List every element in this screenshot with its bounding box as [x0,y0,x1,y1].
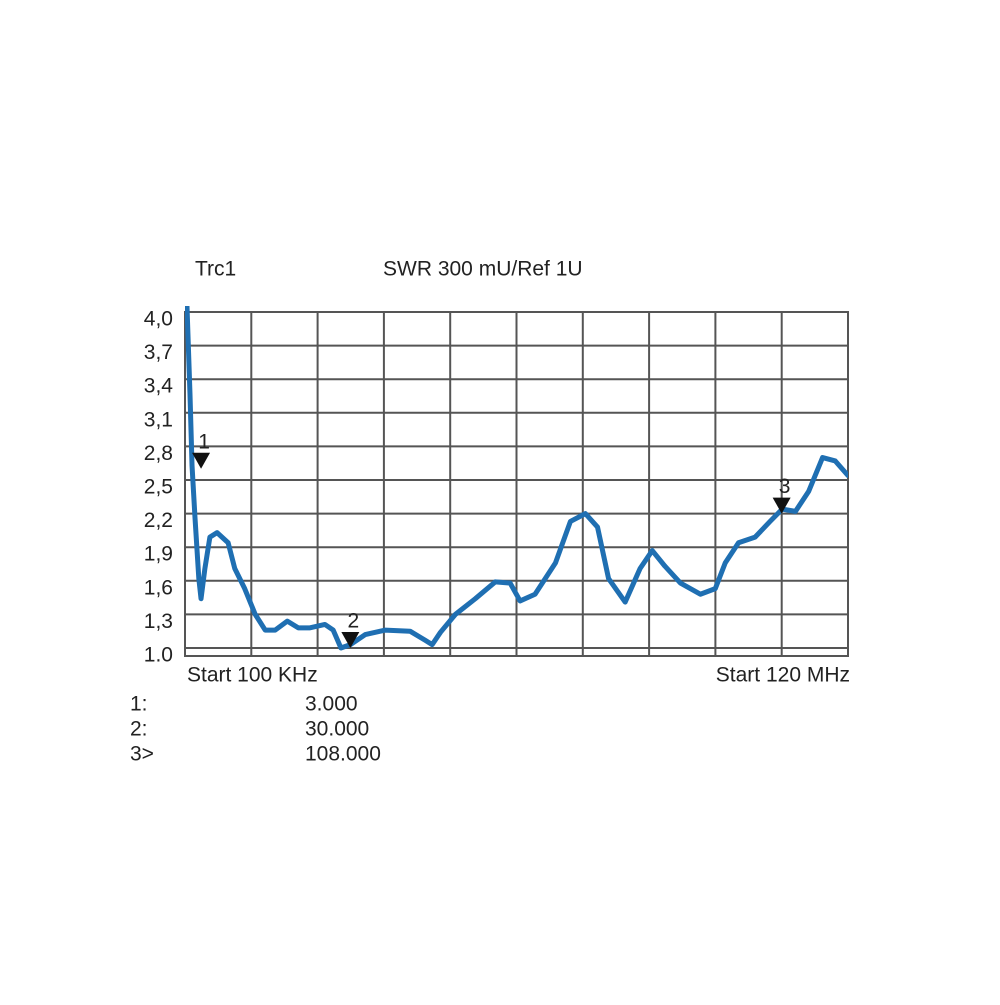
y-tick-label: 4,0 [144,308,173,331]
marker-triangle [772,497,791,514]
y-tick-label: 2,2 [144,509,173,532]
readout-value: 3.000 [305,693,358,716]
marker-triangle [341,632,360,648]
y-tick-label: 3,1 [144,408,173,431]
marker-label: 1 [198,430,210,453]
marker-label: 3 [779,475,791,498]
y-tick-label: 1,6 [144,576,173,599]
y-tick-label: 1,9 [144,543,173,566]
x-stop-label: Start 120 MHz [716,664,850,687]
y-tick-label: 1,3 [144,610,173,633]
y-tick-label: 2,8 [144,442,173,465]
marker-triangle [192,452,211,469]
chart-title: SWR 300 mU/Ref 1U [383,258,583,281]
overlay: 4,0 3,7 3,4 3,1 2,8 2,5 2,2 1,9 1,6 1,3 1.0 1 1: 3.00… [130,308,791,766]
trace-label: Trc1 [195,258,236,281]
swr-trace [185,306,848,651]
readout-label: 1: [130,693,148,716]
x-start-label: Start 100 KHz [187,664,318,687]
plot-area [185,306,848,651]
y-tick-label: 1.0 [144,644,173,667]
readout-value: 108.000 [305,743,381,766]
y-tick-label: 3,4 [144,375,174,398]
y-tick-label: 3,7 [144,341,173,364]
y-tick-label: 2,5 [144,476,173,499]
readout-label: 3> [130,743,154,766]
readout-label: 2: [130,718,148,741]
grid [184,311,849,657]
readout-value: 30.000 [305,718,369,741]
marker-label: 2 [347,610,359,633]
